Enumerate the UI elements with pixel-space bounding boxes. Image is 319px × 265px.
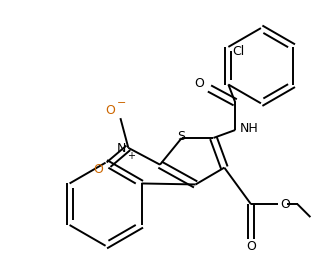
Text: O: O — [246, 240, 256, 253]
Text: N: N — [117, 142, 126, 155]
Text: Cl: Cl — [232, 45, 244, 58]
Text: NH: NH — [240, 122, 258, 135]
Text: O: O — [195, 77, 204, 90]
Text: O: O — [281, 198, 291, 211]
Text: O: O — [106, 104, 115, 117]
Text: −: − — [117, 98, 126, 108]
Text: +: + — [127, 151, 135, 161]
Text: S: S — [177, 130, 185, 143]
Text: O: O — [94, 163, 104, 176]
